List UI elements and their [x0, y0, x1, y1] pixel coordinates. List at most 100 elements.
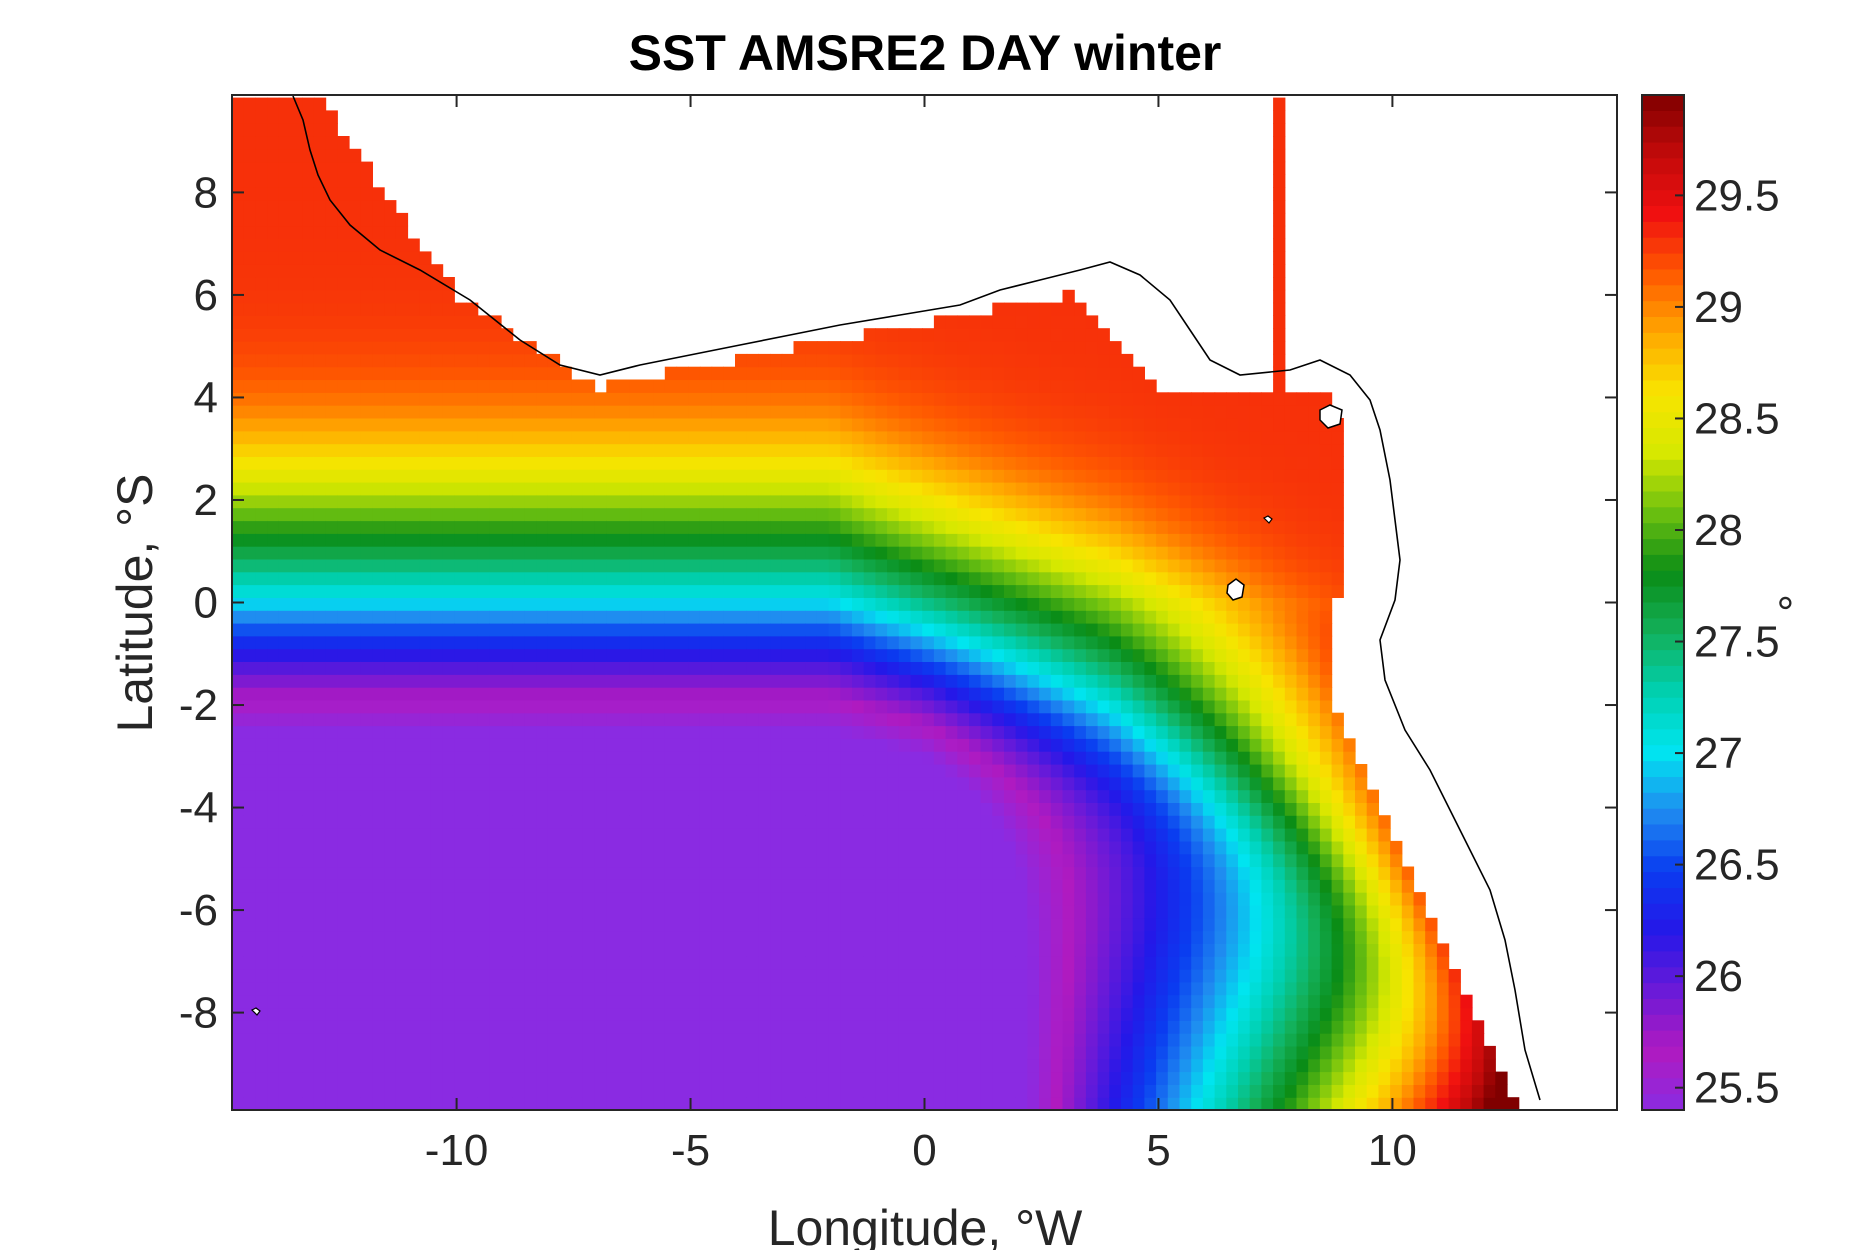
heatmap-cell: [875, 469, 888, 483]
heatmap-cell: [466, 366, 479, 381]
heatmap-cell: [430, 597, 444, 611]
heatmap-cell: [887, 546, 900, 560]
heatmap-cell: [1085, 315, 1099, 329]
heatmap-cell: [582, 584, 596, 598]
heatmap-cell: [805, 520, 818, 534]
heatmap-cell: [1074, 341, 1087, 355]
heatmap-cell: [828, 392, 841, 406]
heatmap-cell: [922, 994, 935, 1009]
heatmap-cell: [349, 379, 362, 393]
heatmap-cell: [547, 879, 561, 893]
heatmap-cell: [524, 943, 537, 957]
heatmap-cell: [313, 738, 327, 752]
heatmap-cell: [349, 1097, 362, 1111]
heatmap-cell: [278, 482, 292, 496]
heatmap-cell: [770, 981, 783, 996]
heatmap-cell: [547, 687, 561, 701]
heatmap-cell: [887, 1020, 900, 1034]
heatmap-cell: [466, 533, 479, 547]
heatmap-cell: [477, 1058, 490, 1073]
heatmap-cell: [746, 764, 759, 778]
heatmap-cell: [524, 494, 537, 509]
heatmap-cell: [1050, 507, 1064, 522]
heatmap-cell: [571, 789, 584, 803]
heatmap-cell: [664, 981, 678, 996]
heatmap-cell: [395, 507, 409, 522]
heatmap-cell: [337, 635, 350, 650]
heatmap-cell: [1132, 584, 1145, 598]
heatmap-cell: [980, 879, 993, 893]
heatmap-cell: [664, 533, 678, 547]
heatmap-cell: [501, 994, 514, 1009]
heatmap-cell: [489, 1007, 502, 1021]
heatmap-cell: [980, 789, 993, 803]
heatmap-cell: [372, 584, 385, 598]
heatmap-cell: [255, 1097, 268, 1111]
heatmap-cell: [243, 482, 256, 496]
heatmap-cell: [360, 879, 373, 893]
heatmap-cell: [536, 904, 549, 919]
heatmap-cell: [571, 418, 584, 432]
heatmap-cell: [653, 1084, 666, 1098]
heatmap-cell: [501, 1033, 514, 1047]
heatmap-cell: [793, 584, 806, 598]
heatmap-cell: [992, 904, 1005, 919]
heatmap-cell: [1050, 687, 1064, 701]
heatmap-cell: [267, 969, 280, 983]
heatmap-cell: [430, 277, 444, 291]
heatmap-cell: [1121, 1058, 1134, 1073]
heatmap-cell: [945, 892, 958, 906]
heatmap-cell: [477, 1033, 490, 1047]
heatmap-cell: [372, 469, 385, 483]
heatmap-cell: [1074, 687, 1087, 701]
heatmap-cell: [477, 840, 490, 855]
heatmap-cell: [524, 546, 537, 560]
heatmap-cell: [582, 623, 596, 637]
heatmap-cell: [337, 136, 350, 150]
heatmap-cell: [699, 1007, 713, 1021]
heatmap-cell: [1004, 994, 1017, 1009]
heatmap-cell: [349, 1020, 362, 1034]
heatmap-cell: [676, 379, 689, 393]
heatmap-cell: [1085, 969, 1099, 983]
heatmap-cell: [945, 341, 958, 355]
heatmap-cell: [360, 1033, 373, 1047]
heatmap-cell: [349, 879, 362, 893]
heatmap-cell: [863, 1058, 876, 1073]
heatmap-cell: [770, 840, 783, 855]
heatmap-cell: [536, 956, 549, 970]
heatmap-cell: [781, 943, 795, 957]
heatmap-cell: [781, 482, 795, 496]
heatmap-cell: [360, 751, 373, 765]
heatmap-cell: [723, 1097, 736, 1111]
heatmap-cell: [945, 956, 958, 970]
heatmap-cell: [501, 507, 514, 522]
heatmap-cell: [1039, 302, 1052, 316]
heatmap-cell: [945, 328, 958, 342]
heatmap-cell: [1027, 917, 1040, 932]
heatmap-cell: [372, 764, 385, 778]
heatmap-cell: [1015, 469, 1028, 483]
heatmap-cell: [442, 366, 455, 381]
heatmap-cell: [887, 751, 900, 765]
heatmap-cell: [840, 687, 853, 701]
heatmap-cell: [1085, 469, 1099, 483]
heatmap-cell: [887, 1033, 900, 1047]
heatmap-cell: [1132, 904, 1145, 919]
heatmap-cell: [442, 687, 455, 701]
heatmap-cell: [1062, 1071, 1075, 1085]
heatmap-cell: [852, 1071, 865, 1085]
heatmap-cell: [828, 815, 841, 829]
heatmap-cell: [1132, 764, 1145, 778]
heatmap-cell: [395, 405, 409, 419]
heatmap-cell: [232, 674, 245, 688]
heatmap-cell: [407, 405, 420, 419]
heatmap-cell: [1109, 571, 1122, 586]
heatmap-cell: [243, 789, 256, 803]
heatmap-cell: [512, 558, 525, 573]
heatmap-cell: [933, 341, 947, 355]
heatmap-cell: [571, 687, 584, 701]
heatmap-cell: [758, 648, 771, 662]
heatmap-cell: [840, 712, 853, 727]
heatmap-cell: [1109, 1020, 1122, 1034]
